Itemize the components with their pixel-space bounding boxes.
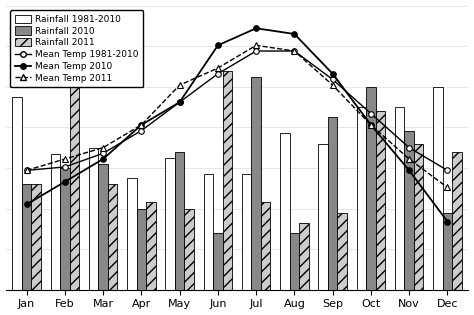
Bar — [376, 111, 385, 290]
Mean Temp 1981-2010 — [177, 100, 182, 104]
Bar — [452, 152, 462, 290]
Mean Temp 2011 — [253, 43, 259, 47]
Line: Mean Temp 1981-2010: Mean Temp 1981-2010 — [24, 48, 450, 173]
Bar — [203, 174, 213, 290]
Mean Temp 1981-2010 — [138, 129, 144, 133]
Mean Temp 2010 — [292, 32, 297, 36]
Bar — [356, 107, 366, 290]
Mean Temp 2010 — [215, 43, 221, 47]
Bar — [404, 131, 414, 290]
Bar — [290, 233, 299, 290]
Bar — [127, 178, 137, 290]
Mean Temp 2010 — [24, 203, 29, 206]
Bar — [165, 158, 175, 290]
Mean Temp 2010 — [138, 123, 144, 127]
Bar — [337, 213, 347, 290]
Mean Temp 1981-2010 — [62, 165, 68, 169]
Mean Temp 2011 — [215, 66, 221, 70]
Bar — [175, 152, 184, 290]
Bar — [242, 174, 251, 290]
Mean Temp 1981-2010 — [368, 112, 374, 115]
Mean Temp 2011 — [62, 157, 68, 161]
Mean Temp 1981-2010 — [24, 169, 29, 172]
Bar — [31, 184, 41, 290]
Mean Temp 2011 — [177, 83, 182, 87]
Mean Temp 1981-2010 — [406, 146, 412, 150]
Bar — [60, 168, 70, 290]
Mean Temp 2011 — [100, 146, 106, 150]
Line: Mean Temp 2010: Mean Temp 2010 — [24, 26, 450, 224]
Bar — [98, 164, 108, 290]
Bar — [261, 203, 271, 290]
Mean Temp 2011 — [368, 123, 374, 127]
Mean Temp 1981-2010 — [330, 77, 336, 81]
Mean Temp 1981-2010 — [100, 152, 106, 155]
Bar — [299, 223, 309, 290]
Bar — [223, 71, 232, 290]
Bar — [108, 184, 118, 290]
Bar — [319, 144, 328, 290]
Bar — [443, 213, 452, 290]
Bar — [395, 107, 404, 290]
Mean Temp 1981-2010 — [292, 49, 297, 53]
Bar — [137, 209, 146, 290]
Mean Temp 2010 — [330, 72, 336, 76]
Bar — [12, 97, 22, 290]
Bar — [184, 209, 194, 290]
Mean Temp 2010 — [406, 169, 412, 172]
Bar — [51, 154, 60, 290]
Line: Mean Temp 2011: Mean Temp 2011 — [24, 43, 450, 190]
Mean Temp 2011 — [24, 169, 29, 172]
Bar — [414, 144, 423, 290]
Bar — [433, 87, 443, 290]
Mean Temp 2010 — [100, 157, 106, 161]
Mean Temp 2011 — [406, 157, 412, 161]
Bar — [70, 50, 79, 290]
Mean Temp 2011 — [445, 186, 450, 189]
Mean Temp 2011 — [292, 49, 297, 53]
Mean Temp 2010 — [62, 180, 68, 184]
Mean Temp 2010 — [445, 220, 450, 223]
Mean Temp 2011 — [138, 123, 144, 127]
Legend: Rainfall 1981-2010, Rainfall 2010, Rainfall 2011, Mean Temp 1981-2010, Mean Temp: Rainfall 1981-2010, Rainfall 2010, Rainf… — [10, 10, 143, 88]
Mean Temp 2010 — [368, 123, 374, 127]
Mean Temp 2010 — [177, 100, 182, 104]
Mean Temp 2010 — [253, 26, 259, 30]
Bar — [213, 233, 223, 290]
Bar — [328, 117, 337, 290]
Mean Temp 1981-2010 — [253, 49, 259, 53]
Bar — [22, 184, 31, 290]
Bar — [366, 87, 376, 290]
Bar — [146, 203, 155, 290]
Bar — [89, 148, 98, 290]
Bar — [251, 77, 261, 290]
Mean Temp 2011 — [330, 83, 336, 87]
Mean Temp 1981-2010 — [445, 169, 450, 172]
Bar — [280, 134, 290, 290]
Mean Temp 1981-2010 — [215, 72, 221, 76]
